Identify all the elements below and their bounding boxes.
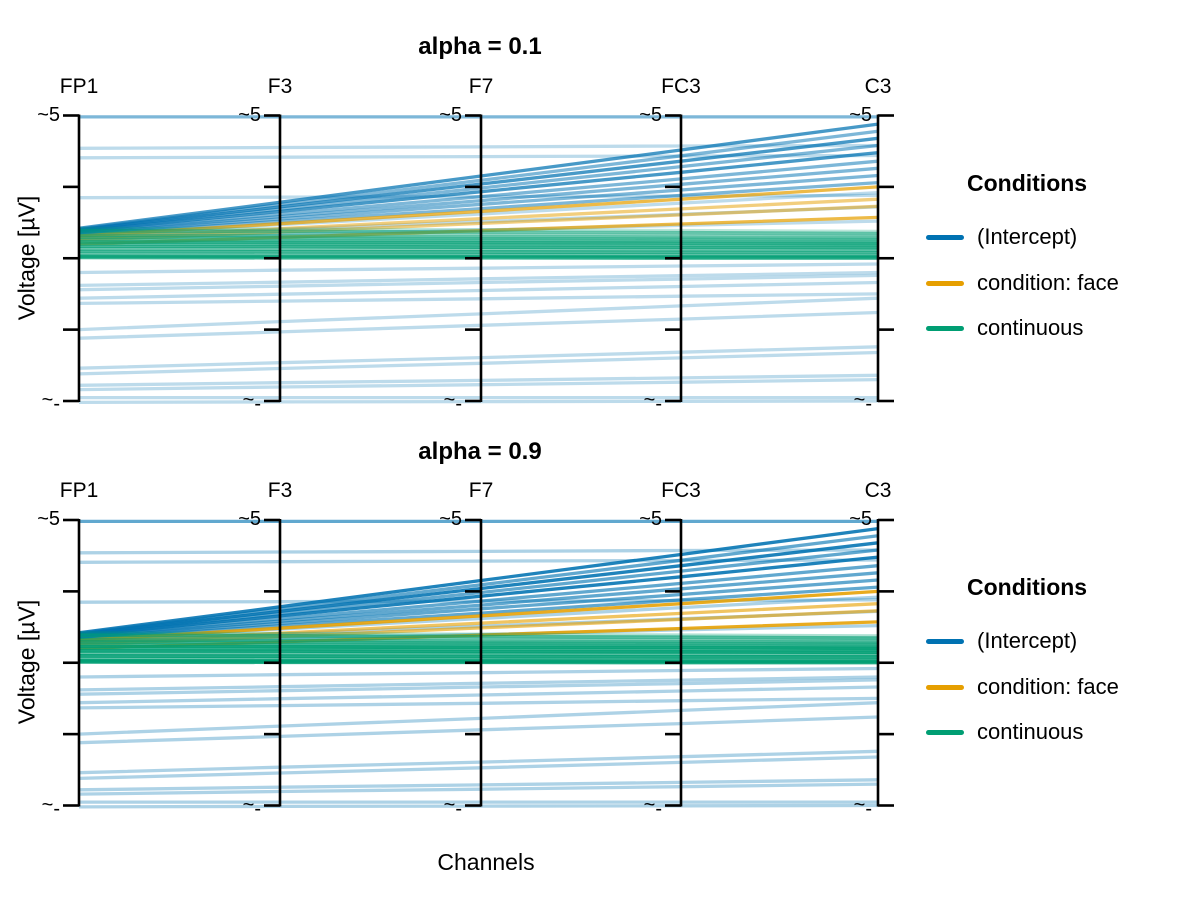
series-line — [78, 755, 879, 781]
legend-label-condition-face: condition: face — [977, 674, 1119, 699]
panel-alpha-0.9 — [63, 518, 894, 809]
legend-label-continuous: continuous — [977, 315, 1084, 340]
series-line — [78, 666, 879, 679]
legend-label-intercept: (Intercept) — [977, 628, 1078, 653]
legend-swatch-condition-face-icon — [926, 684, 964, 690]
x-axis-label: Channels — [437, 849, 535, 875]
panel-title-bottom: alpha = 0.9 — [418, 438, 542, 465]
legend-item-continuous: continuous — [926, 316, 1083, 340]
legend-title: Conditions — [967, 170, 1088, 196]
y-axis-label-bottom-panel: Voltage [µV] — [13, 599, 40, 725]
series-line — [78, 350, 879, 376]
series-line — [78, 262, 879, 275]
legend-title: Conditions — [967, 574, 1088, 600]
panel-alpha-0.1 — [63, 114, 894, 405]
legend-bottom-panel: Conditions (Intercept) condition: face c… — [926, 574, 1200, 764]
legend-item-condition-face: condition: face — [926, 675, 1119, 699]
legend-top-panel: Conditions (Intercept) condition: face c… — [926, 170, 1200, 360]
legend-swatch-condition-face-icon — [926, 280, 964, 286]
legend-label-intercept: (Intercept) — [977, 224, 1078, 249]
legend-item-condition-face: condition: face — [926, 271, 1119, 295]
legend-label-continuous: continuous — [977, 719, 1084, 744]
legend-item-intercept: (Intercept) — [926, 225, 1077, 249]
legend-swatch-intercept-icon — [926, 234, 964, 240]
legend-swatch-continuous-icon — [926, 729, 964, 735]
series-line — [78, 654, 879, 659]
panel-title-top: alpha = 0.1 — [418, 33, 542, 60]
legend-label-condition-face: condition: face — [977, 270, 1119, 295]
legend-item-intercept: (Intercept) — [926, 629, 1077, 653]
legend-swatch-intercept-icon — [926, 638, 964, 644]
y-axis-label-top-panel: Voltage [µV] — [13, 195, 40, 321]
legend-swatch-continuous-icon — [926, 325, 964, 331]
series-line — [78, 249, 879, 255]
legend-item-continuous: continuous — [926, 720, 1083, 744]
